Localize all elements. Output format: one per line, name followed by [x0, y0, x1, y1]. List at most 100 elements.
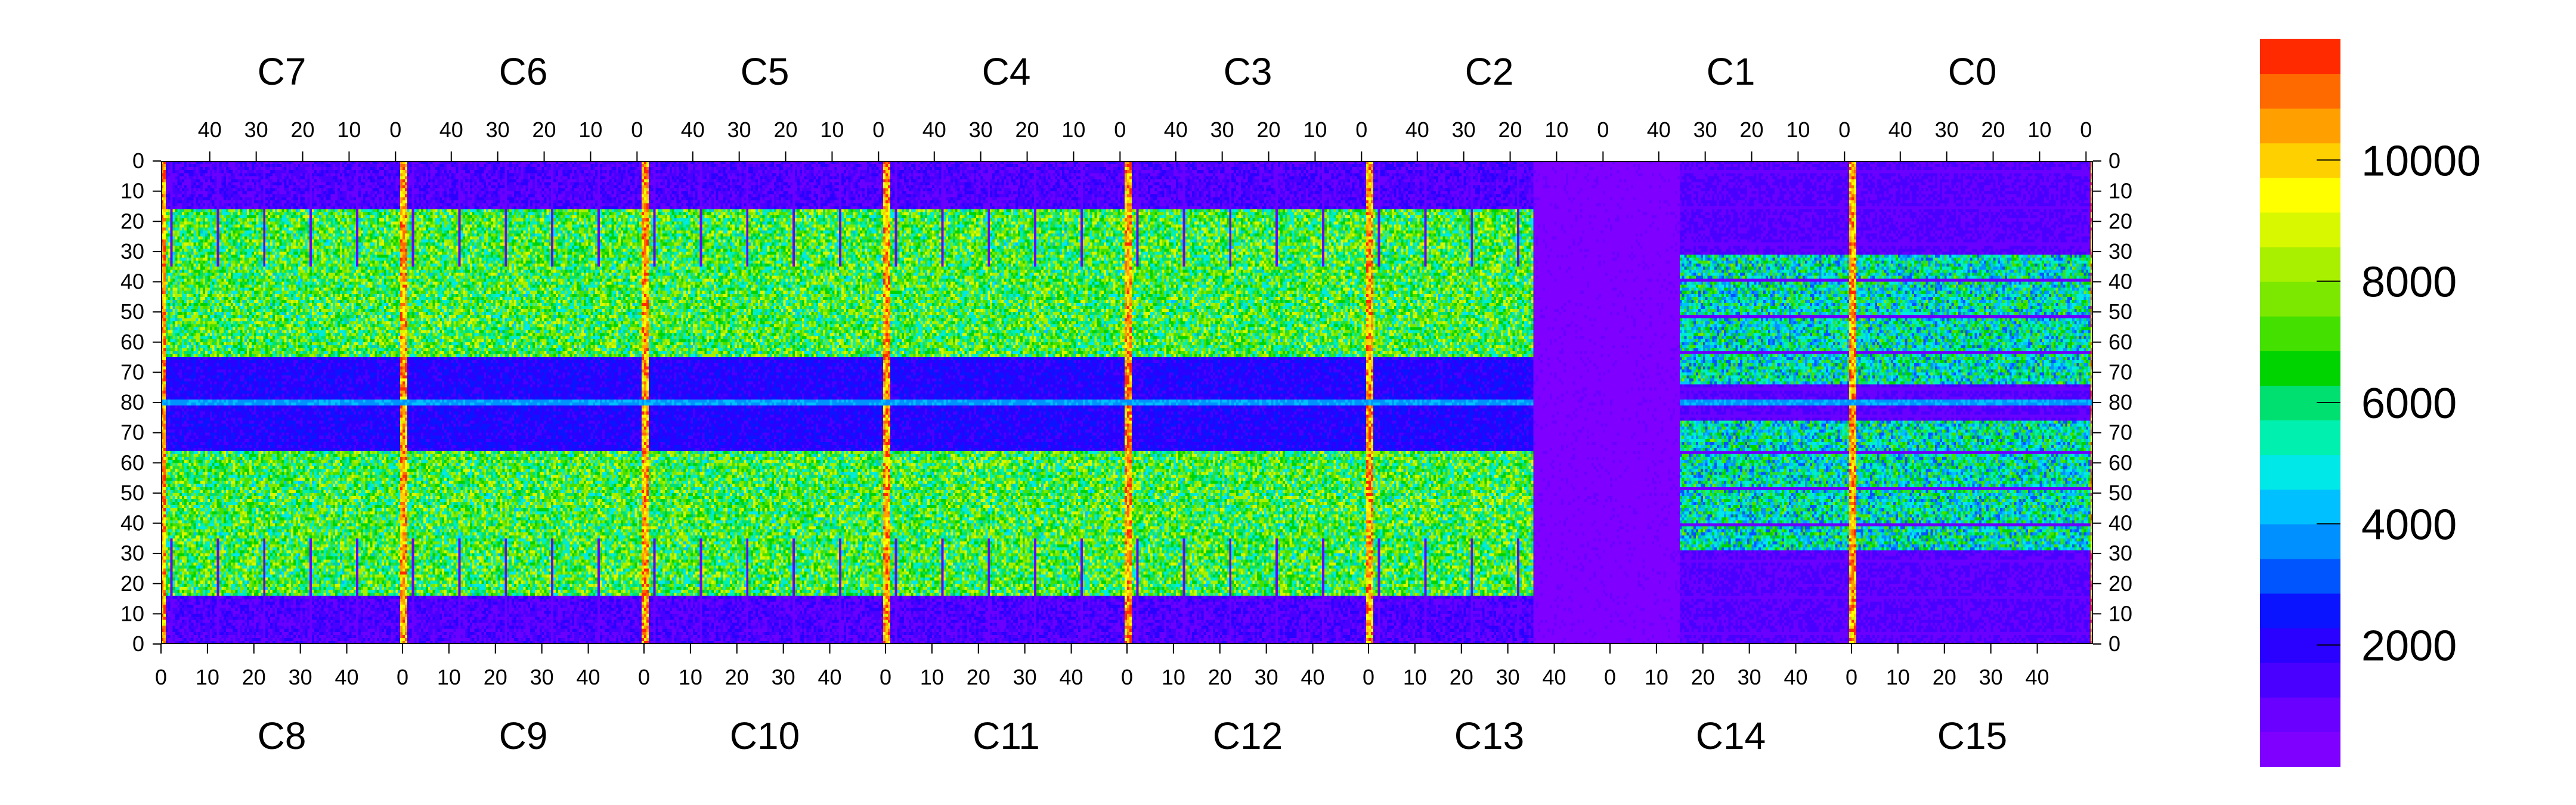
- left-y-tick-label: 40: [120, 511, 144, 535]
- top-x-tick-label: 20: [1981, 117, 2005, 142]
- top-x-tick-label: 40: [1888, 117, 1912, 142]
- top-x-tick-label: 0: [1355, 117, 1367, 142]
- top-x-tick-label: 40: [198, 117, 222, 142]
- colorbar-segment: [2260, 662, 2340, 698]
- top-x-tick-label: 0: [872, 117, 884, 142]
- bottom-chip-label-c9: C9: [499, 714, 548, 757]
- colorbar-segment: [2260, 454, 2340, 490]
- bottom-x-tick-label: 40: [818, 665, 842, 689]
- top-x-tick-label: 30: [244, 117, 268, 142]
- top-x-tick-label: 40: [1647, 117, 1671, 142]
- bottom-chip-label-c14: C14: [1696, 714, 1766, 757]
- colorbar-segment: [2260, 212, 2340, 247]
- bottom-x-tick-label: 40: [2026, 665, 2049, 689]
- bottom-chip-labels: C8 C9 C10 C11 C12 C13 C14 C15: [258, 714, 2008, 757]
- top-x-tick-label: 30: [727, 117, 751, 142]
- bottom-x-tick-label: 30: [1496, 665, 1520, 689]
- bottom-x-tick-label: 40: [577, 665, 600, 689]
- colorbar-segment: [2260, 593, 2340, 628]
- bottom-x-tick-label: 30: [1013, 665, 1037, 689]
- right-y-tick-label: 50: [2109, 481, 2132, 505]
- bottom-x-tick-label: 0: [1363, 665, 1374, 689]
- bottom-x-tick-label: 0: [1846, 665, 1857, 689]
- bottom-x-tick-label: 20: [1691, 665, 1715, 689]
- top-x-tick-label: 10: [1061, 117, 1085, 142]
- bottom-x-tick-label: 40: [1784, 665, 1808, 689]
- top-x-tick-label: 30: [1210, 117, 1234, 142]
- top-chip-label-c4: C4: [982, 50, 1031, 93]
- bottom-x-tick-label: 10: [437, 665, 461, 689]
- left-y-tick-label: 10: [120, 179, 144, 203]
- top-x-tick-label: 0: [2080, 117, 2092, 142]
- left-y-tick-label: 40: [120, 270, 144, 294]
- right-y-tick-label: 0: [2109, 631, 2120, 656]
- colorbar-segment: [2260, 731, 2340, 767]
- bottom-x-tick-label: 30: [1979, 665, 2003, 689]
- right-y-tick-label: 80: [2109, 390, 2132, 414]
- bottom-x-tick-label: 0: [638, 665, 650, 689]
- right-y-tick-label: 50: [2109, 299, 2132, 324]
- heatmap-plot-area: [161, 161, 2093, 644]
- bottom-chip-label-c10: C10: [730, 714, 800, 757]
- left-y-tick-label: 20: [120, 571, 144, 596]
- top-x-tick-label: 20: [1740, 117, 1764, 142]
- right-y-tick-label: 10: [2109, 601, 2132, 626]
- right-y-tick-label: 20: [2109, 571, 2132, 596]
- bottom-x-tick-label: 30: [1738, 665, 1761, 689]
- right-y-axis: 0 10 20 30 40 50 60 70 80 70 60 50 40 30 20 10 0: [2093, 148, 2132, 656]
- bottom-x-tick-label: 0: [880, 665, 891, 689]
- top-chip-label-c6: C6: [499, 50, 548, 93]
- bottom-x-tick-label: 0: [397, 665, 408, 689]
- top-x-tick-label: 30: [1693, 117, 1717, 142]
- right-y-tick-label: 60: [2109, 450, 2132, 475]
- left-y-tick-label: 60: [120, 450, 144, 475]
- bottom-chip-label-c13: C13: [1454, 714, 1524, 757]
- top-x-tick-label: 40: [922, 117, 946, 142]
- top-x-tick-label: 40: [439, 117, 463, 142]
- bottom-x-tick-label: 30: [1255, 665, 1278, 689]
- bottom-x-tick-label: 10: [920, 665, 944, 689]
- right-y-tick-label: 70: [2109, 420, 2132, 445]
- top-x-tick-label: 20: [1498, 117, 1522, 142]
- bottom-chip-label-c8: C8: [258, 714, 306, 757]
- bottom-x-tick-label: 20: [725, 665, 749, 689]
- left-y-tick-label: 50: [120, 481, 144, 505]
- top-chip-labels: C7 C6 C5 C4 C3 C2 C1 C0: [258, 50, 1997, 93]
- bottom-x-tick-label: 10: [1403, 665, 1427, 689]
- right-y-tick-label: 70: [2109, 360, 2132, 384]
- bottom-x-axis: 0 10 20 30 40 0 10 20 30 40 0 10 20 30 40 0 10 20 30 40 0 10 2…: [155, 644, 2049, 689]
- bottom-x-tick-label: 20: [1933, 665, 1956, 689]
- bottom-x-tick-label: 40: [335, 665, 359, 689]
- colorbar-segment: [2260, 246, 2340, 282]
- top-x-tick-label: 20: [1015, 117, 1039, 142]
- colorbar-tick-label: 2000: [2361, 623, 2457, 670]
- top-chip-label-c5: C5: [741, 50, 789, 93]
- right-y-tick-label: 20: [2109, 209, 2132, 233]
- colorbar-segment: [2260, 696, 2340, 732]
- bottom-x-tick-label: 30: [289, 665, 312, 689]
- top-x-tick-label: 10: [1544, 117, 1568, 142]
- top-x-tick-label: 0: [1838, 117, 1850, 142]
- bottom-x-tick-label: 30: [530, 665, 554, 689]
- right-y-tick-label: 10: [2109, 179, 2132, 203]
- top-chip-label-c2: C2: [1465, 50, 1514, 93]
- left-y-tick-label: 30: [120, 239, 144, 264]
- right-y-tick-label: 40: [2109, 511, 2132, 535]
- bottom-x-tick-label: 20: [967, 665, 990, 689]
- left-y-tick-label: 60: [120, 330, 144, 354]
- top-x-tick-label: 0: [1597, 117, 1609, 142]
- top-x-tick-label: 10: [578, 117, 602, 142]
- colorbar-tick-label: 4000: [2361, 501, 2457, 549]
- top-chip-label-c3: C3: [1224, 50, 1272, 93]
- bottom-x-tick-label: 10: [1886, 665, 1910, 689]
- left-y-tick-label: 70: [120, 360, 144, 384]
- colorbar-segment: [2260, 350, 2340, 386]
- colorbar-segment: [2260, 108, 2340, 144]
- left-y-tick-label: 50: [120, 299, 144, 324]
- top-x-tick-label: 30: [969, 117, 993, 142]
- top-x-tick-label: 20: [532, 117, 556, 142]
- colorbar-tick-label: 8000: [2361, 259, 2457, 306]
- top-x-tick-label: 10: [820, 117, 844, 142]
- right-y-tick-label: 0: [2109, 148, 2120, 173]
